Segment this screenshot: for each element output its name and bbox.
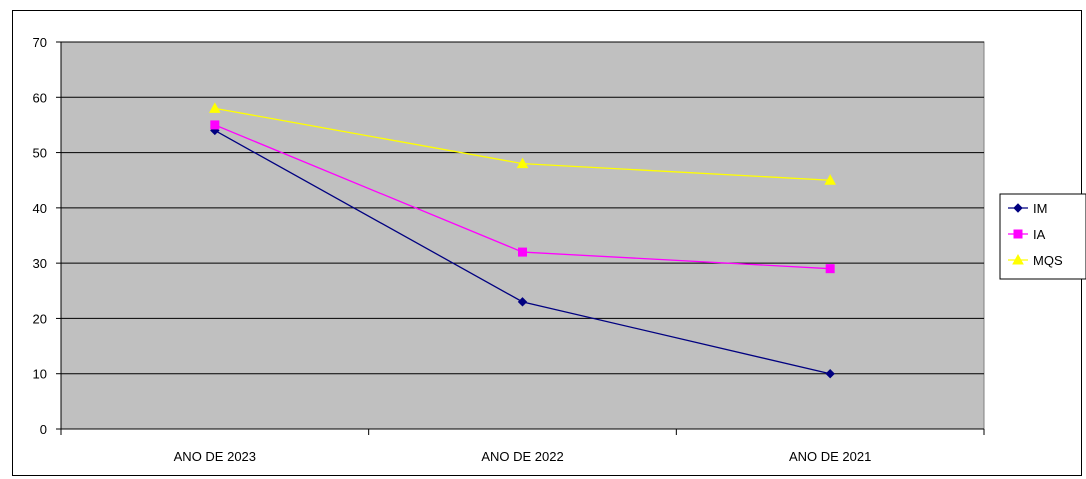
x-tick-label: ANO DE 2021 (789, 449, 871, 464)
x-tick-label: ANO DE 2022 (481, 449, 563, 464)
y-tick-label: 60 (33, 90, 47, 105)
series-layer (208, 102, 837, 379)
y-tick-label: 0 (40, 422, 47, 437)
data-point-im (517, 297, 528, 307)
legend-label-ia: IA (1033, 227, 1046, 242)
series-mqs (208, 102, 837, 185)
y-tick-label: 30 (33, 256, 47, 271)
data-point-ia (825, 264, 835, 274)
legend-label-im: IM (1033, 201, 1047, 216)
y-tick-label: 50 (33, 146, 47, 161)
data-point-im (825, 369, 835, 379)
y-tick-label: 40 (33, 201, 47, 216)
y-tick-label: 10 (33, 367, 47, 382)
data-point-mqs (516, 157, 529, 169)
legend: IM IA MQS (999, 193, 1086, 280)
data-point-mqs (208, 102, 221, 113)
data-point-ia (518, 247, 527, 257)
y-tick-label: 70 (33, 35, 47, 50)
legend-label-mqs: MQS (1033, 253, 1063, 268)
y-tick-label: 20 (33, 311, 47, 326)
data-point-mqs (824, 174, 837, 185)
series-im (210, 125, 835, 379)
data-point-ia (210, 120, 220, 130)
legend-marker-mqs (1012, 253, 1024, 265)
x-tick-label: ANO DE 2023 (174, 449, 256, 464)
series-ia (210, 120, 835, 274)
legend-marker-im (1013, 203, 1023, 213)
axes: 0 10 20 30 40 50 60 70 ANO DE 2023 ANO DE 2022 ANO… (33, 35, 985, 464)
plot-area (60, 41, 985, 430)
legend-marker-ia (1013, 229, 1023, 239)
